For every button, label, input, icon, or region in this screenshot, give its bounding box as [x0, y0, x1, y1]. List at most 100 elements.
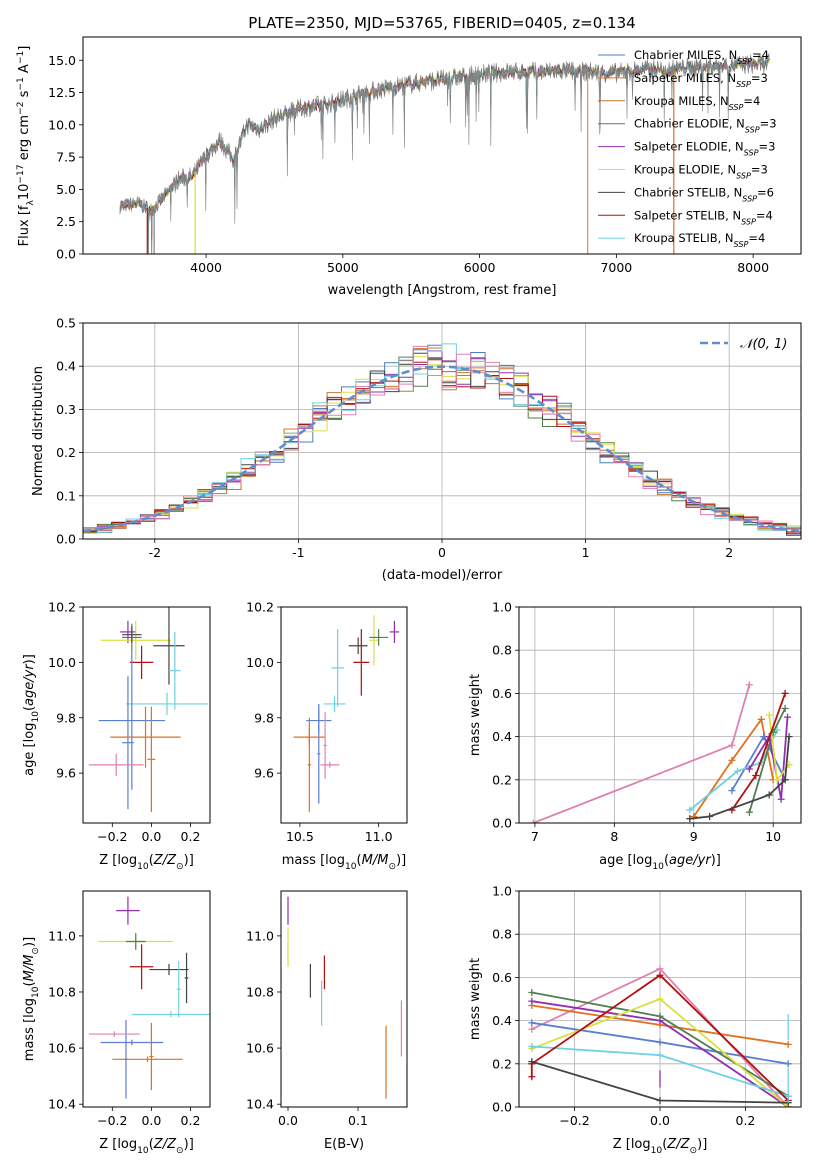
x-tick-label: 0.2 [736, 1113, 756, 1128]
mass-weight-marker [528, 997, 536, 1005]
x-tick-label: 8000 [737, 260, 769, 275]
chart-title: PLATE=2350, MJD=53765, FIBERID=0405, z=0… [248, 14, 635, 32]
mass-weight-line [532, 684, 751, 823]
y-tick-label: 2.5 [56, 214, 76, 229]
y-tick-label: 10.2 [246, 600, 274, 615]
mass-weight-marker [745, 765, 753, 773]
x-tick-label: 4000 [190, 260, 222, 275]
y-tick-label: 0.2 [56, 445, 76, 460]
x-tick-label: −0.2 [559, 1113, 589, 1128]
y-axis-label: age [log10(age/yr)] [22, 654, 41, 776]
y-tick-label: 0.0 [492, 1100, 512, 1115]
x-tick-label: 0.0 [141, 829, 161, 844]
y-tick-label: 10.6 [246, 1041, 274, 1056]
errorbar-panel: −0.2 0.0 0.2 10.4 10.6 10.8 11.0 [48, 890, 211, 1128]
mass-weight-marker [752, 771, 760, 779]
y-tick-label: 0.0 [56, 247, 76, 262]
legend-entry: Chabrier ELODIE, NSSP=3 [634, 117, 777, 135]
y-tick-label: 0.6 [492, 970, 512, 985]
y-tick-label: 11.0 [246, 928, 274, 943]
y-tick-label: 0.8 [492, 927, 512, 942]
x-tick-label: 0.2 [181, 829, 201, 844]
x-tick-label: -2 [149, 545, 161, 560]
y-tick-label: 0.8 [492, 643, 512, 658]
y-axis-label: mass weight [468, 674, 483, 756]
mass-weight-marker [785, 733, 793, 741]
mass-weight-marker [745, 808, 753, 816]
legend-entry: Kroupa ELODIE, NSSP=3 [634, 163, 768, 181]
y-tick-label: 1.0 [492, 884, 512, 899]
mass-weight-marker [528, 1025, 536, 1033]
y-axis-label: Flux [fλ10−17 erg cm−2 s−1 A−1] [16, 46, 36, 247]
y-tick-label: 10.0 [246, 655, 274, 670]
spectrum-panel: 4000 5000 6000 7000 8000 0.0 2.5 5.0 7.5 10.0 12.5… [48, 36, 802, 275]
x-tick-label: −0.2 [97, 1113, 127, 1128]
mass-weight-marker [656, 1097, 664, 1105]
x-tick-label: 5000 [327, 260, 359, 275]
x-axis-label: Z [log10(Z/Z⊙)] [99, 853, 194, 872]
normal-reference-curve [83, 365, 801, 533]
y-tick-label: 10.6 [48, 1041, 76, 1056]
mass-weight-marker [528, 1019, 536, 1027]
mass-weight-panel: −0.2 0.0 0.2 0.0 0.2 0.4 0.6 0.8 1.0 [492, 884, 802, 1128]
mass-weight-marker [656, 1038, 664, 1046]
y-tick-label: 10.0 [48, 117, 76, 132]
legend-entry: Kroupa MILES, NSSP=4 [634, 94, 760, 112]
mass-weight-marker [777, 795, 785, 803]
y-tick-label: 0.2 [492, 772, 512, 787]
mass-weight-marker [728, 741, 736, 749]
axes-frame [82, 36, 802, 255]
x-axis-label: age [log10(age/yr)] [599, 853, 721, 872]
y-tick-label: 15.0 [48, 53, 76, 68]
mass-weight-marker [656, 965, 664, 973]
mass-weight-marker [745, 681, 753, 689]
mass-weight-marker [686, 806, 694, 814]
residual-histogram-panel: -2 -1 0 1 2 0.0 0.1 0.2 0.3 0.4 0.5 𝒩(0, 1) [56, 316, 802, 560]
axes-frame [280, 890, 408, 1108]
observed-spectrum-line [119, 52, 770, 254]
x-axis-label: wavelength [Angstrom, rest frame] [328, 283, 557, 298]
histogram-step-line [83, 343, 801, 533]
mass-weight-marker [528, 989, 536, 997]
x-tick-label: 0.1 [348, 1113, 368, 1128]
axes-frame [518, 606, 802, 824]
x-tick-label: 2 [725, 545, 733, 560]
y-tick-label: 0.2 [492, 1056, 512, 1071]
x-tick-label: 8 [610, 829, 618, 844]
mass-weight-marker [686, 815, 694, 823]
mass-weight-marker [781, 705, 789, 713]
mass-weight-marker [765, 791, 773, 799]
y-tick-label: 0.1 [56, 488, 76, 503]
y-tick-label: 10.0 [48, 655, 76, 670]
y-tick-label: 10.8 [48, 984, 76, 999]
mass-weight-marker [773, 776, 781, 784]
mass-weight-marker [728, 756, 736, 764]
mass-weight-marker [656, 1051, 664, 1059]
x-tick-label: 6000 [464, 260, 496, 275]
y-tick-label: 0.6 [492, 686, 512, 701]
x-tick-label: 0.0 [650, 1113, 670, 1128]
y-tick-label: 9.6 [254, 766, 274, 781]
x-tick-label: 10.5 [286, 829, 314, 844]
errorbar-panel: −0.2 0.0 0.2 9.6 9.8 10.0 10.2 [48, 600, 211, 844]
x-tick-label: 10 [765, 829, 781, 844]
histogram-step-line [83, 345, 801, 530]
mass-weight-marker [733, 767, 741, 775]
plot-area [287, 896, 402, 1099]
mass-weight-panel: 7 8 9 10 0.0 0.2 0.4 0.6 0.8 1.0 [492, 600, 802, 844]
mass-weight-marker [706, 813, 714, 821]
y-tick-label: 9.6 [56, 766, 76, 781]
mass-weight-line [693, 717, 775, 818]
y-axis-label: mass [log10(M/M⊙)] [22, 937, 41, 1061]
x-tick-label: 0 [438, 545, 446, 560]
y-tick-label: 10.4 [48, 1097, 76, 1112]
y-tick-label: 0.4 [492, 729, 512, 744]
model-spectrum-line [119, 55, 770, 241]
y-tick-label: 10.8 [246, 984, 274, 999]
y-tick-label: 11.0 [48, 928, 76, 943]
mass-weight-marker [529, 819, 537, 823]
mass-weight-marker [728, 787, 736, 795]
y-tick-label: 0.0 [492, 816, 512, 831]
mass-weight-marker [781, 689, 789, 697]
